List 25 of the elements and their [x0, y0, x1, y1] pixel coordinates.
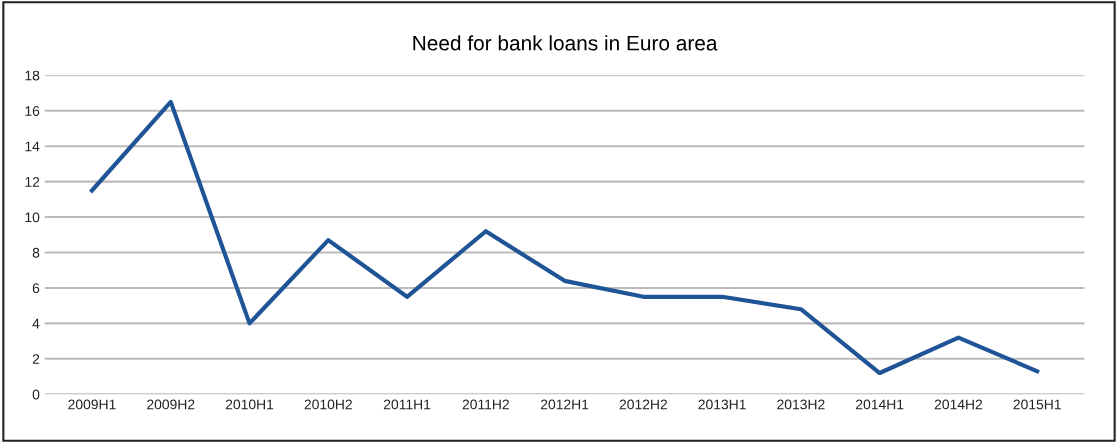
y-tick-label: 12	[25, 176, 40, 187]
y-tick-label: 4	[32, 318, 40, 329]
x-tick-label: 2011H2	[462, 399, 509, 410]
y-tick-label: 0	[32, 389, 40, 400]
y-tick-label: 6	[32, 283, 40, 294]
y-tick-label: 2	[32, 354, 40, 364]
x-tick-label: 2009H1	[68, 399, 116, 410]
x-tick-label: 2010H2	[304, 399, 352, 410]
x-tick-label: 2010H1	[225, 399, 274, 410]
x-tick-label: 2011H1	[383, 399, 431, 410]
line-series	[89, 99, 1040, 376]
y-tick-label: 14	[25, 141, 40, 152]
y-tick-label: 16	[25, 106, 40, 116]
x-tick-label: 2014H2	[934, 399, 983, 410]
y-tick-label: 8	[32, 247, 40, 258]
chart-title: Need for bank loans in Euro area	[413, 35, 718, 51]
x-tick-label: 2015H1	[1013, 399, 1061, 410]
x-tick-label: 2013H1	[698, 399, 746, 410]
x-tick-label: 2013H2	[777, 399, 825, 410]
x-tick-label: 2014H1	[856, 399, 904, 410]
x-tick-label: 2009H2	[147, 399, 195, 410]
x-tick-label: 2012H2	[619, 399, 667, 410]
x-tick-label: 2012H1	[540, 399, 589, 410]
y-tick-label: 18	[25, 70, 40, 81]
y-tick-label: 10	[25, 212, 40, 223]
